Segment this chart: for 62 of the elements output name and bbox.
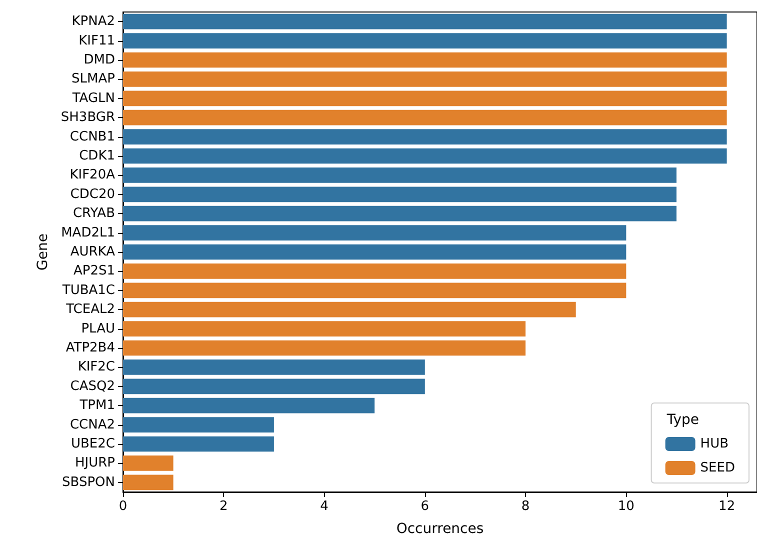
bar <box>123 90 727 106</box>
bar <box>123 360 425 375</box>
y-tick-label: SLMAP <box>72 72 116 87</box>
bar <box>123 148 727 164</box>
y-tick-label: SH3BGR <box>60 110 115 126</box>
bar <box>123 14 727 30</box>
y-tick-label: KIF20A <box>70 168 116 183</box>
x-tick-label: 4 <box>320 499 328 514</box>
y-tick-label: CASQ2 <box>70 378 115 394</box>
y-tick-label: TPM1 <box>78 398 115 414</box>
legend-label: SEED <box>700 460 736 476</box>
y-axis-title: Gene <box>35 234 52 270</box>
bar <box>123 186 676 202</box>
y-tick-label: TCEAL2 <box>65 302 115 318</box>
bar <box>123 340 526 356</box>
x-tick-label: 0 <box>118 499 128 514</box>
bar <box>123 302 576 318</box>
bar <box>123 110 727 126</box>
bar <box>123 378 425 394</box>
bar <box>123 244 626 260</box>
bar <box>123 225 626 240</box>
y-tick-label: SBSPON <box>62 474 115 490</box>
bar <box>123 436 274 452</box>
bar <box>123 206 676 222</box>
y-tick-label: MAD2L1 <box>61 225 115 240</box>
bar <box>123 398 375 414</box>
legend-title: Type <box>666 412 699 428</box>
y-tick-label: TAGLN <box>71 90 115 106</box>
y-tick-label: AP2S1 <box>73 264 115 279</box>
y-tick-label: DMD <box>84 52 115 68</box>
x-tick-label: 8 <box>521 499 530 514</box>
y-tick-label: KIF2C <box>78 360 115 375</box>
y-tick-label: CRYAB <box>72 206 115 222</box>
y-tick-label: KPNA2 <box>72 14 115 30</box>
legend-label: HUB <box>700 436 729 452</box>
y-tick-label: ATP2B4 <box>66 340 115 356</box>
y-tick-label: UBE2C <box>71 436 115 452</box>
y-tick-label: CCNB1 <box>70 129 115 144</box>
y-tick-label: TUBA1C <box>61 282 115 298</box>
x-tick-label: 12 <box>718 499 736 514</box>
y-tick-label: CDK1 <box>79 148 115 164</box>
bar <box>123 474 174 490</box>
x-tick-label: 6 <box>420 499 430 514</box>
bar <box>123 264 626 279</box>
y-tick-label: PLAU <box>81 321 115 336</box>
y-tick-label: HJURP <box>75 456 116 471</box>
x-axis-title: Occurrences <box>396 521 484 537</box>
bar <box>123 72 727 87</box>
x-tick-label: 10 <box>618 499 634 514</box>
y-tick-label: CDC20 <box>70 186 115 202</box>
bar <box>123 33 727 48</box>
y-tick-label: KIF11 <box>78 33 115 48</box>
x-tick-label: 2 <box>219 499 228 514</box>
bar <box>123 456 174 471</box>
y-tick-label: AURKA <box>70 244 116 260</box>
y-tick-label: CCNA2 <box>70 417 115 432</box>
bar <box>123 52 727 68</box>
bar <box>123 282 626 298</box>
bar <box>123 417 274 432</box>
bar <box>123 129 727 144</box>
bar <box>123 168 676 183</box>
bar <box>123 321 526 336</box>
